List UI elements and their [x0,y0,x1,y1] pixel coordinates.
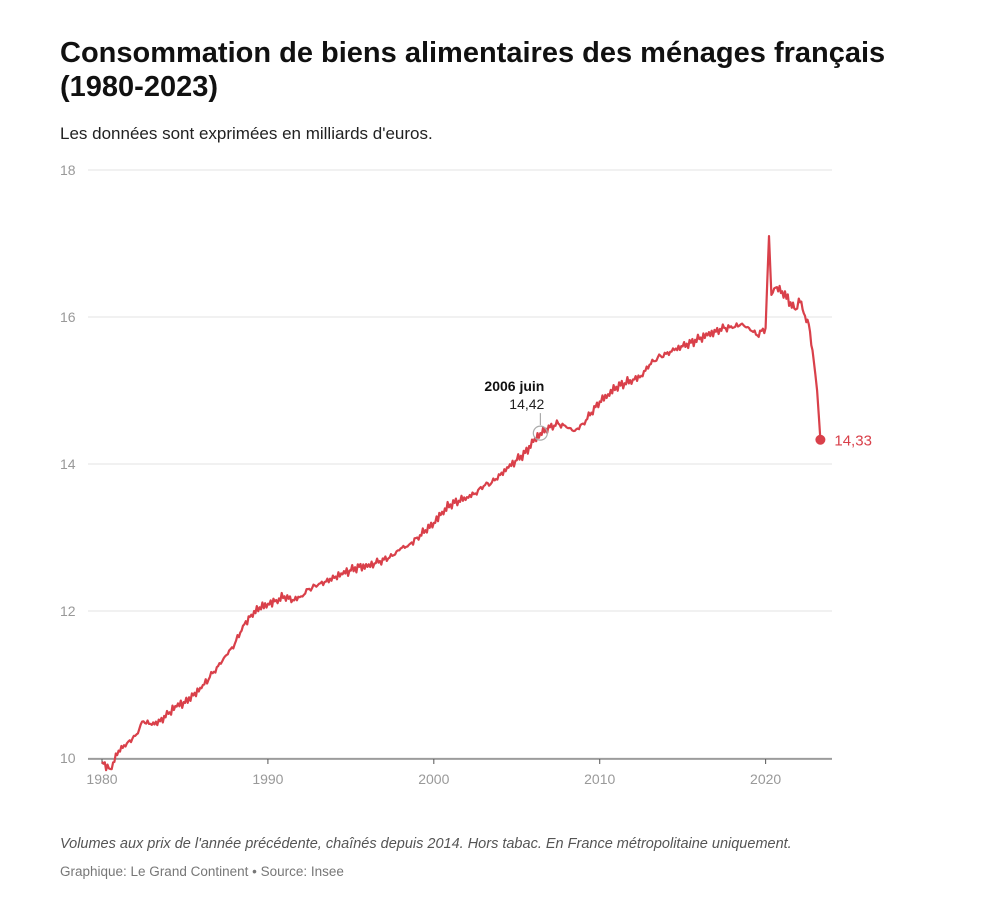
footnote: Volumes aux prix de l'année précédente, … [60,836,792,852]
y-tick-label-12: 12 [60,603,76,619]
y-axis: 10 12 14 16 18 [60,162,76,766]
end-point-marker [815,434,826,445]
annotation-date: 2006 juin [484,378,544,394]
chart-subtitle: Les données sont exprimées en milliards … [60,124,433,143]
grid-layer [88,169,832,759]
annotation-value: 14,42 [509,396,544,412]
x-tick-label-2020: 2020 [750,771,781,787]
y-tick-label-18: 18 [60,162,76,178]
x-tick-label-1990: 1990 [252,771,283,787]
x-tick-label-2010: 2010 [584,771,615,787]
annotation-layer: 2006 juin 14,42 [484,378,548,441]
y-tick-label-10: 10 [60,750,76,766]
x-axis: 1980 1990 2000 2010 2020 [86,758,832,787]
series-layer: 14,33 [101,235,872,772]
y-tick-label-14: 14 [60,456,76,472]
x-tick-label-2000: 2000 [418,771,449,787]
credit-line: Graphique: Le Grand Continent • Source: … [60,864,344,879]
annotation-marker [532,425,548,441]
y-tick-label-16: 16 [60,309,76,325]
line-chart: 10 12 14 16 18 1980 1990 2000 2010 2020 14,33 20… [60,162,872,787]
x-tick-label-1980: 1980 [86,771,117,787]
series-line [101,235,822,772]
end-value-label: 14,33 [834,433,872,450]
chart-title: Consommation de biens alimentaires des m… [60,37,886,103]
